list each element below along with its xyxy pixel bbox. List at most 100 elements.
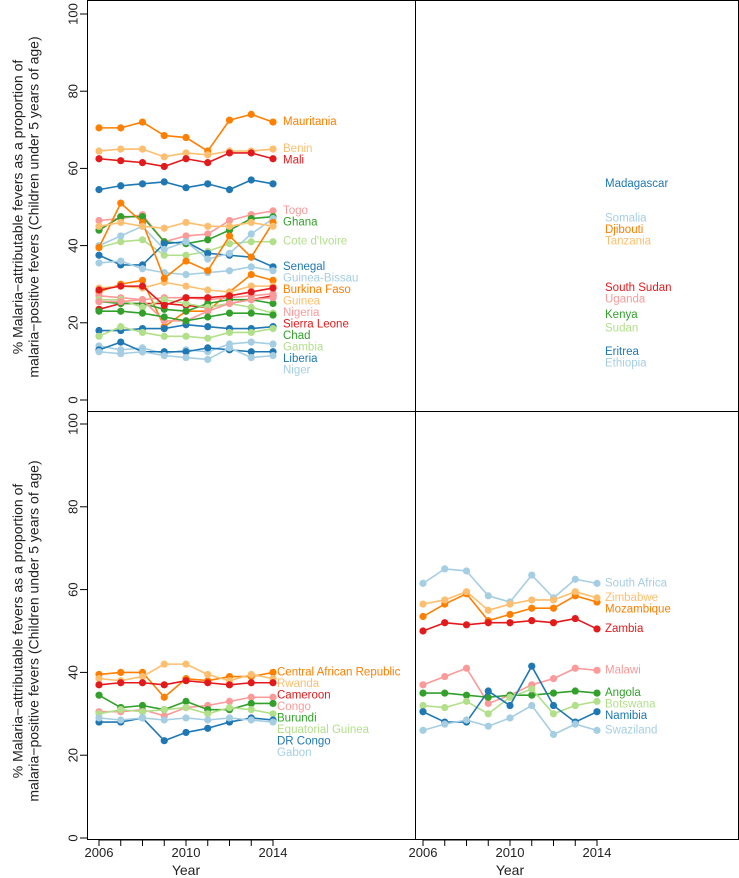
series-label: Sudan xyxy=(605,323,638,335)
data-point xyxy=(462,716,471,724)
data-point xyxy=(204,307,212,315)
data-point xyxy=(549,675,558,683)
data-point xyxy=(117,338,125,346)
data-point xyxy=(225,681,234,689)
data-point xyxy=(593,697,601,705)
data-point xyxy=(269,267,277,275)
data-point xyxy=(247,238,255,246)
data-point xyxy=(593,689,601,697)
series-label: Angola xyxy=(605,687,641,699)
data-point xyxy=(95,681,103,689)
data-point xyxy=(506,701,514,710)
y-axis-title-line: % Malaria−attributable fevers as a propo… xyxy=(10,60,26,355)
data-point xyxy=(225,186,234,194)
series-label: Uganda xyxy=(605,294,646,306)
data-point xyxy=(117,213,125,221)
data-point xyxy=(95,259,103,267)
data-point xyxy=(549,619,558,627)
x-tick-label: 2006 xyxy=(85,845,114,860)
series-label: Liberia xyxy=(283,353,318,365)
data-point xyxy=(117,257,125,265)
data-point xyxy=(528,571,536,579)
y-tick-label: 60 xyxy=(66,161,81,175)
data-point xyxy=(117,157,125,165)
y-tick-label: 40 xyxy=(66,238,81,252)
data-point xyxy=(204,222,212,230)
x-tick-label: 2010 xyxy=(172,845,201,860)
data-point xyxy=(95,332,103,340)
data-point xyxy=(419,701,427,710)
series-label: South Africa xyxy=(605,577,668,589)
data-point xyxy=(269,299,277,308)
data-point xyxy=(269,679,277,687)
data-point xyxy=(441,565,449,573)
y-axis-title: % Malaria−attributable fevers as a propo… xyxy=(10,460,42,801)
series-label: Gambia xyxy=(283,341,324,353)
data-point xyxy=(117,282,125,290)
data-point xyxy=(117,323,125,331)
data-point xyxy=(419,579,427,587)
data-point xyxy=(160,324,168,333)
x-tick-label: 2014 xyxy=(583,845,612,860)
series-gabon: Gabon xyxy=(95,714,312,759)
data-point xyxy=(506,619,514,627)
data-point xyxy=(269,699,277,708)
data-point xyxy=(95,326,103,335)
data-point xyxy=(484,722,492,730)
series-label: Togo xyxy=(283,205,308,217)
data-point xyxy=(182,728,190,737)
data-point xyxy=(247,110,255,118)
data-point xyxy=(225,328,234,337)
data-point xyxy=(571,664,579,672)
data-point xyxy=(593,594,601,602)
series-label: Botswana xyxy=(605,699,656,711)
data-point xyxy=(462,697,471,705)
series-label: Senegal xyxy=(283,261,325,273)
data-point xyxy=(160,296,168,304)
data-point xyxy=(593,625,601,633)
series-label: Ghana xyxy=(283,216,318,228)
data-point xyxy=(571,701,579,710)
data-point xyxy=(549,689,558,697)
data-point xyxy=(182,353,190,362)
data-point xyxy=(182,218,190,227)
series-sudan: Sudan xyxy=(95,323,638,342)
data-point xyxy=(419,708,427,716)
data-point xyxy=(182,660,190,668)
data-point xyxy=(247,263,255,271)
data-point xyxy=(160,706,168,714)
data-point xyxy=(269,207,277,215)
series-guinea-bissau: Guinea-Bissau xyxy=(95,257,358,284)
series-cameroon: Cameroon xyxy=(95,677,331,701)
data-point xyxy=(269,340,277,348)
data-point xyxy=(95,216,103,225)
data-point xyxy=(269,284,277,292)
data-point xyxy=(182,714,190,722)
data-point xyxy=(138,708,147,716)
data-point xyxy=(204,679,212,687)
series-label: Madagascar xyxy=(605,178,668,190)
data-point xyxy=(182,703,190,712)
data-point xyxy=(138,672,147,681)
data-point xyxy=(247,679,255,687)
data-point xyxy=(138,714,147,722)
data-point xyxy=(182,270,190,279)
data-point xyxy=(95,297,103,306)
series-label: Mozambique xyxy=(605,603,671,615)
data-point xyxy=(160,245,168,254)
data-point xyxy=(204,286,212,294)
data-point xyxy=(225,149,234,157)
data-point xyxy=(182,294,190,302)
data-point xyxy=(160,737,168,745)
data-point xyxy=(528,662,536,670)
data-point xyxy=(182,238,190,246)
data-point xyxy=(441,720,449,728)
data-point xyxy=(247,218,255,227)
data-point xyxy=(160,162,168,171)
data-point xyxy=(269,352,277,360)
data-point xyxy=(247,253,255,261)
data-point xyxy=(247,348,255,356)
data-point xyxy=(204,151,212,159)
series-label: Congo xyxy=(277,701,311,713)
